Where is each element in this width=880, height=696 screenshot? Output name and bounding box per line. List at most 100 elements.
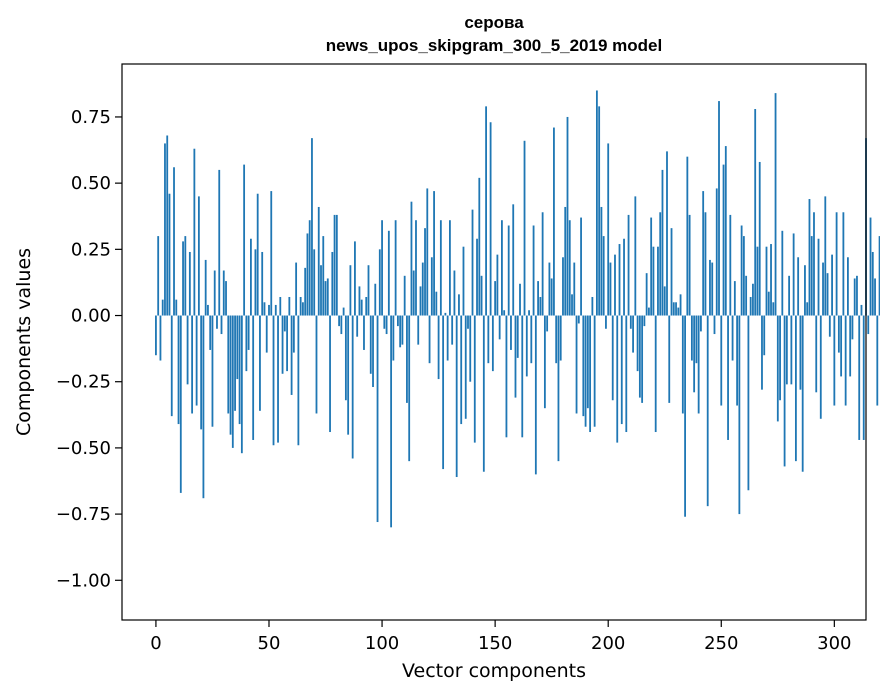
bar [620, 315, 623, 425]
bar [842, 212, 845, 316]
bar [446, 315, 449, 361]
bar [238, 315, 241, 425]
bar [313, 249, 316, 316]
bar [616, 315, 619, 443]
bar [306, 233, 309, 316]
bar [602, 236, 605, 316]
bar [862, 315, 865, 440]
bar [731, 315, 734, 361]
bar [625, 315, 628, 433]
bar [331, 251, 334, 316]
bar [399, 315, 402, 348]
bar [458, 294, 460, 316]
bar [727, 315, 729, 440]
bar [460, 315, 463, 425]
bar [851, 315, 854, 340]
bar [761, 315, 763, 390]
bar [333, 214, 336, 316]
bar [772, 302, 775, 316]
bar [543, 315, 546, 409]
bar [374, 283, 377, 316]
bar [376, 315, 379, 523]
x-tick-label: 50 [258, 633, 281, 654]
bar [559, 315, 562, 361]
bar [220, 315, 223, 335]
bar [738, 315, 741, 515]
bar [614, 254, 616, 316]
bar [222, 270, 225, 316]
bar [471, 209, 474, 316]
bar [489, 122, 492, 316]
bar [250, 238, 252, 316]
bar [236, 315, 239, 380]
bar [799, 315, 802, 390]
bar [808, 199, 811, 316]
bar [670, 228, 673, 316]
bar [378, 249, 381, 316]
bar [213, 270, 216, 316]
bar [193, 148, 196, 316]
bar [681, 315, 684, 414]
bar [469, 315, 472, 382]
bar [833, 315, 836, 406]
bar [765, 246, 768, 316]
bar [263, 302, 266, 316]
bar [548, 262, 551, 316]
bar [783, 315, 786, 467]
bar [724, 146, 727, 316]
bar [573, 262, 576, 316]
bar [335, 214, 338, 316]
bar [168, 193, 171, 316]
bar [525, 315, 528, 377]
bar [367, 265, 370, 316]
x-tick-label: 200 [591, 633, 625, 654]
bar [840, 315, 843, 377]
bar [688, 214, 691, 316]
bar [666, 151, 668, 316]
bar [709, 259, 711, 316]
bar [618, 244, 621, 316]
bar [433, 191, 435, 316]
bar [188, 251, 191, 316]
bar [344, 315, 347, 401]
bar [175, 299, 178, 316]
x-tick-label: 300 [817, 633, 851, 654]
y-tick-label: 0.75 [71, 107, 111, 128]
bar [697, 315, 700, 414]
bar [663, 286, 666, 316]
bar [247, 315, 250, 350]
bar [308, 220, 311, 316]
bar [177, 315, 180, 425]
bar [415, 220, 417, 316]
bar [652, 246, 655, 316]
bar [317, 206, 320, 316]
bar [541, 212, 544, 316]
bar [702, 191, 705, 316]
bar [530, 315, 533, 364]
bar [693, 315, 696, 393]
bar [600, 206, 603, 316]
bar [672, 302, 675, 316]
bar [340, 315, 343, 335]
bar [184, 236, 187, 316]
bar [817, 238, 820, 316]
bar [654, 315, 657, 433]
bar [408, 315, 411, 462]
x-tick-label: 150 [478, 633, 512, 654]
bar [849, 315, 852, 377]
bar [679, 294, 682, 316]
bar [589, 315, 592, 433]
bar [516, 315, 519, 358]
bar [858, 315, 861, 440]
bar [774, 93, 777, 316]
bar [227, 315, 230, 414]
bar [304, 267, 307, 316]
bar [426, 188, 429, 316]
bar [754, 109, 757, 316]
bar [605, 315, 607, 329]
bar [643, 315, 646, 327]
bar [582, 315, 585, 417]
bar [363, 315, 365, 350]
y-tick-label: −0.25 [56, 372, 111, 393]
bar [801, 315, 804, 472]
